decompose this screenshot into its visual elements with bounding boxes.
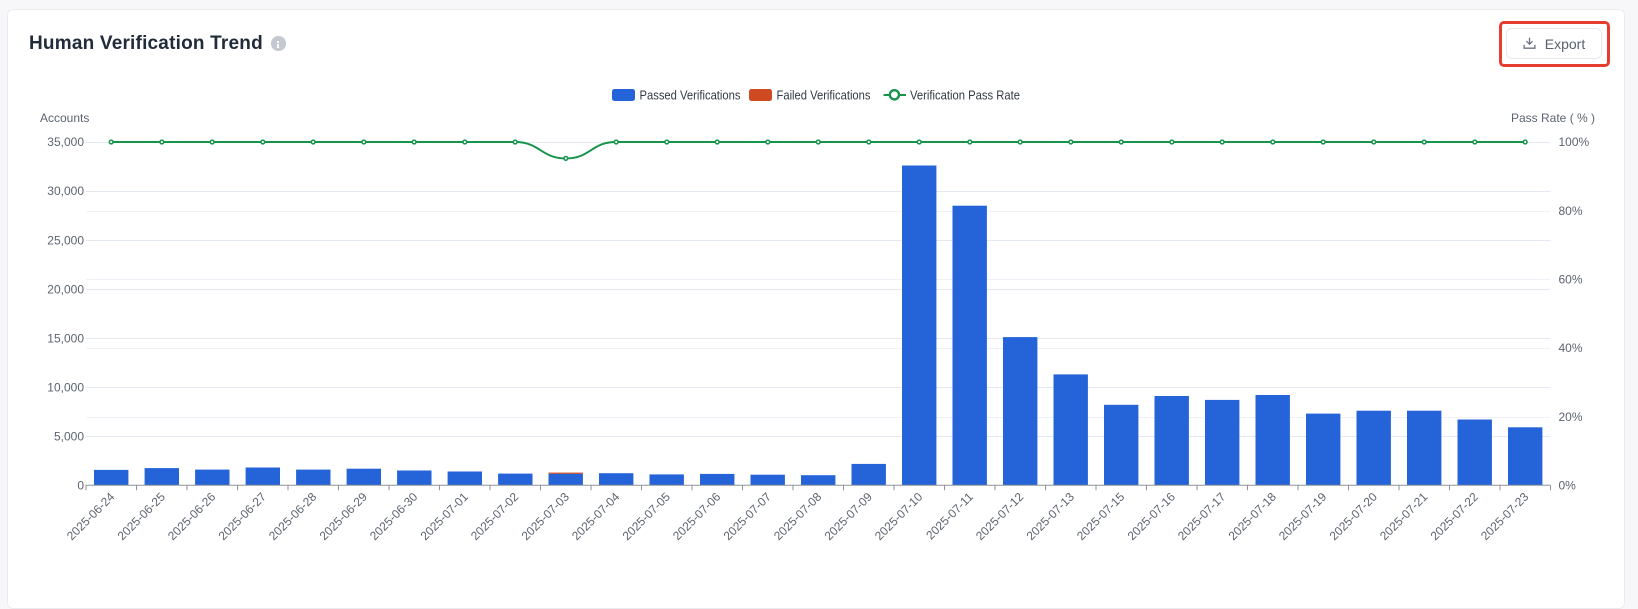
svg-text:Pass Rate ( % ): Pass Rate ( % ) <box>1511 111 1595 125</box>
svg-text:2025-06-26: 2025-06-26 <box>165 489 219 543</box>
svg-text:15,000: 15,000 <box>47 331 84 345</box>
svg-text:2025-07-17: 2025-07-17 <box>1175 489 1229 543</box>
svg-text:Verification Pass Rate: Verification Pass Rate <box>910 89 1020 103</box>
svg-text:35,000: 35,000 <box>47 135 84 149</box>
svg-text:2025-07-13: 2025-07-13 <box>1024 489 1078 543</box>
svg-text:0: 0 <box>77 478 84 492</box>
svg-text:30,000: 30,000 <box>47 184 84 198</box>
svg-text:2025-07-16: 2025-07-16 <box>1125 489 1179 543</box>
svg-text:2025-07-15: 2025-07-15 <box>1074 489 1128 543</box>
svg-text:20,000: 20,000 <box>47 282 84 296</box>
svg-text:Passed Verifications: Passed Verifications <box>640 89 741 103</box>
svg-text:2025-07-03: 2025-07-03 <box>519 489 573 543</box>
svg-text:2025-06-28: 2025-06-28 <box>266 489 320 543</box>
svg-text:2025-07-05: 2025-07-05 <box>620 489 674 543</box>
svg-text:2025-07-07: 2025-07-07 <box>721 489 775 543</box>
svg-text:10,000: 10,000 <box>47 380 84 394</box>
svg-text:20%: 20% <box>1559 410 1583 424</box>
svg-text:100%: 100% <box>1559 135 1590 149</box>
svg-text:2025-06-24: 2025-06-24 <box>64 489 118 543</box>
svg-text:2025-06-29: 2025-06-29 <box>317 489 371 543</box>
svg-text:2025-06-30: 2025-06-30 <box>367 489 421 543</box>
svg-text:0%: 0% <box>1559 478 1577 492</box>
svg-text:Failed Verifications: Failed Verifications <box>777 89 871 103</box>
svg-text:5,000: 5,000 <box>54 429 84 443</box>
svg-text:2025-07-10: 2025-07-10 <box>872 489 926 543</box>
svg-text:80%: 80% <box>1559 204 1583 218</box>
svg-text:2025-07-23: 2025-07-23 <box>1478 489 1532 543</box>
svg-text:2025-06-27: 2025-06-27 <box>216 489 270 543</box>
svg-text:2025-07-19: 2025-07-19 <box>1276 489 1330 543</box>
svg-text:2025-06-25: 2025-06-25 <box>115 489 169 543</box>
svg-text:2025-07-21: 2025-07-21 <box>1377 489 1431 543</box>
svg-text:2025-07-08: 2025-07-08 <box>771 489 825 543</box>
svg-text:2025-07-04: 2025-07-04 <box>569 489 623 543</box>
svg-text:Accounts: Accounts <box>40 111 89 125</box>
svg-text:2025-07-18: 2025-07-18 <box>1226 489 1280 543</box>
svg-text:2025-07-11: 2025-07-11 <box>923 489 976 542</box>
svg-text:2025-07-02: 2025-07-02 <box>468 489 522 543</box>
svg-text:25,000: 25,000 <box>47 233 84 247</box>
svg-text:2025-07-01: 2025-07-01 <box>418 489 472 543</box>
svg-text:40%: 40% <box>1559 341 1583 355</box>
svg-text:2025-07-09: 2025-07-09 <box>822 489 876 543</box>
svg-text:2025-07-12: 2025-07-12 <box>973 489 1027 543</box>
svg-text:60%: 60% <box>1559 273 1583 287</box>
svg-text:2025-07-22: 2025-07-22 <box>1428 489 1482 543</box>
svg-text:2025-07-06: 2025-07-06 <box>670 489 724 543</box>
svg-text:2025-07-20: 2025-07-20 <box>1327 489 1381 543</box>
